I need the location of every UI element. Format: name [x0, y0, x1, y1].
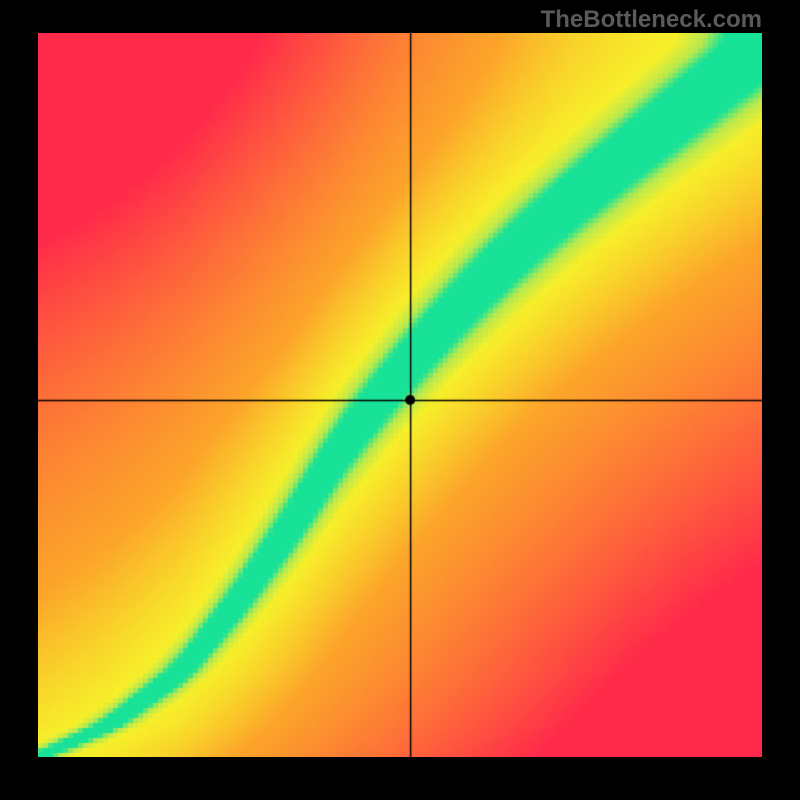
watermark-text: TheBottleneck.com: [541, 6, 762, 34]
crosshair-overlay: [38, 33, 762, 757]
chart-container: { "watermark": { "text": "TheBottleneck.…: [0, 0, 800, 800]
